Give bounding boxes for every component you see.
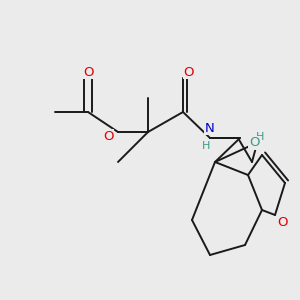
Text: H: H bbox=[256, 132, 264, 142]
Text: O: O bbox=[249, 136, 259, 149]
Text: O: O bbox=[83, 65, 93, 79]
Text: O: O bbox=[184, 65, 194, 79]
Text: O: O bbox=[278, 217, 288, 230]
Text: H: H bbox=[202, 141, 210, 151]
Text: O: O bbox=[103, 130, 113, 142]
Text: N: N bbox=[205, 122, 215, 134]
